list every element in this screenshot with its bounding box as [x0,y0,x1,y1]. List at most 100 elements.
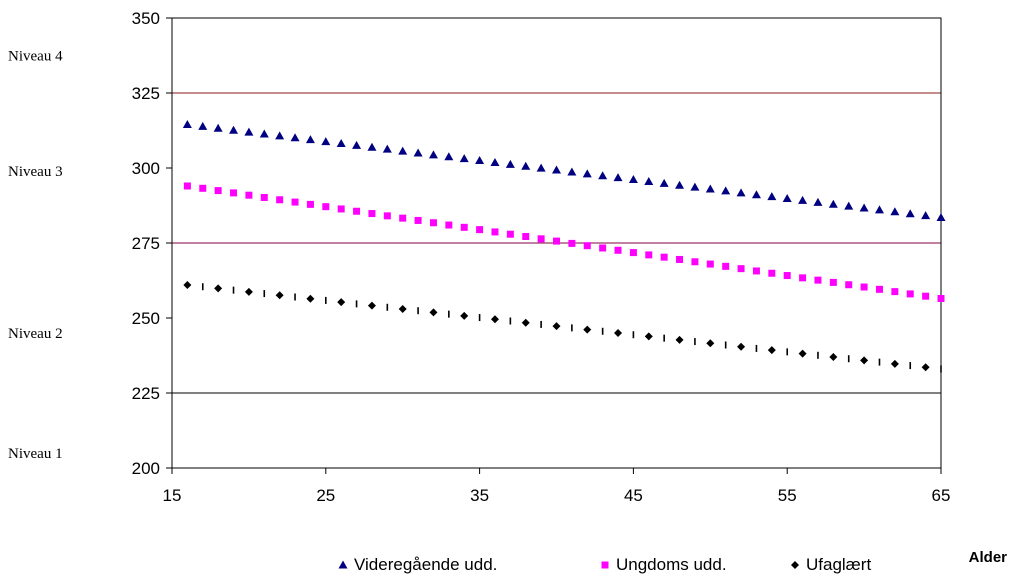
data-point [306,200,314,208]
series-1 [183,182,945,302]
data-point [321,137,331,146]
data-point [305,135,315,144]
data-point [537,235,545,243]
y-tick-label: 325 [132,84,160,103]
data-point [567,167,577,176]
x-tick-label: 45 [624,486,643,505]
data-point [214,187,222,195]
data-point [490,315,499,324]
data-point [660,253,668,261]
data-point [367,301,376,310]
data-point [306,294,315,303]
data-point [445,221,453,229]
data-point [275,291,284,300]
data-point [814,276,822,284]
legend-marker [338,560,348,569]
data-point [768,269,776,277]
series-0 [182,120,946,221]
data-point [782,194,792,203]
data-point [859,203,869,212]
data-point [628,175,638,184]
y-tick-label: 300 [132,159,160,178]
data-point [506,230,514,238]
data-point [582,169,592,178]
data-point [799,274,807,282]
data-point [552,322,561,331]
data-point [291,198,299,206]
data-point [644,176,654,185]
y-tick-label: 350 [132,9,160,28]
data-point [553,237,560,245]
data-point [568,239,576,247]
data-point [459,154,469,163]
data-point [645,251,653,259]
data-point [906,290,914,298]
data-point [322,203,330,211]
data-point [829,353,838,361]
data-point [183,281,192,289]
data-point [183,182,191,190]
data-point [659,178,669,187]
data-point [444,152,454,161]
y-tick-label: 225 [132,384,160,403]
data-point [182,120,192,128]
data-point [521,161,531,170]
y-tick-label: 200 [132,459,160,478]
data-point [244,287,253,296]
data-point [244,127,254,136]
data-point [675,180,685,189]
x-tick-label: 35 [470,486,489,505]
data-point [783,272,791,280]
data-point [737,265,745,273]
data-point [860,283,868,291]
data-point [414,216,422,224]
legend-marker [601,561,609,569]
data-point [721,186,731,195]
data-point [213,123,223,132]
data-point [922,292,930,300]
axes: 200 225 250 275 300 325 350 15 25 35 45 55 65 [132,9,951,505]
data-point [259,129,269,138]
level-label: Niveau 3 [8,164,63,180]
data-point [552,165,561,174]
data-point [198,121,208,130]
data-point [336,138,346,147]
data-point [767,192,777,201]
data-point [675,335,684,344]
data-point [690,182,700,191]
data-point [368,210,376,218]
data-point [214,284,223,293]
data-point [705,184,715,193]
data-point [260,193,268,201]
x-axis-label: Alder [969,549,1008,566]
data-point [353,207,361,215]
data-point [399,214,407,222]
data-point [290,133,300,142]
legend-label: Ungdoms udd. [616,555,727,574]
data-point [413,148,423,157]
data-point [460,311,469,320]
data-point [614,329,623,337]
data-point [598,171,608,180]
plot-series [182,120,946,373]
data-point [736,188,746,197]
data-point [536,163,546,172]
data-point [245,191,253,199]
data-point [382,144,392,153]
data-point [706,339,715,348]
data-point [936,213,946,221]
data-point [890,359,899,368]
data-point [676,255,684,263]
data-point [337,205,345,213]
data-point [429,308,438,317]
data-point [614,246,622,254]
x-tick-label: 65 [932,486,951,505]
data-point [398,305,407,313]
data-point [337,298,346,307]
y-tick-label: 275 [132,234,160,253]
data-point [583,242,591,250]
data-point [921,211,931,220]
data-point [505,159,515,168]
data-point [722,262,730,270]
legend-marker [791,561,799,569]
